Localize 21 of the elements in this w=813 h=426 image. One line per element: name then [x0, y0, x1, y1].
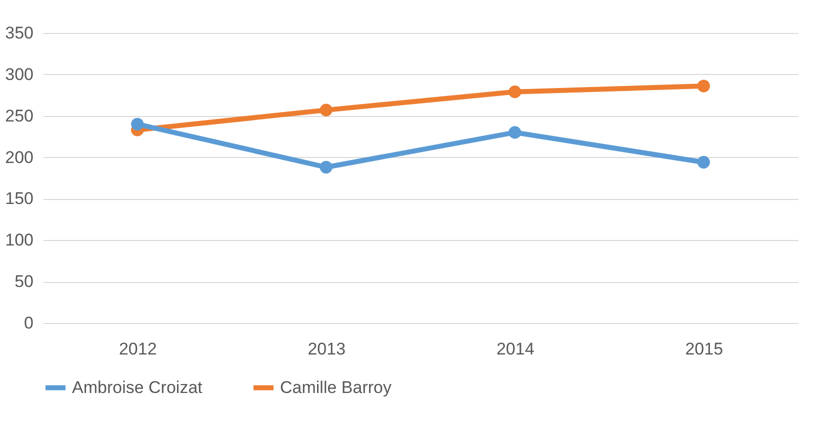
x-tick-label: 2014	[496, 340, 534, 358]
y-tick-label: 0	[24, 314, 34, 332]
point	[508, 86, 522, 98]
y-tick-label: 250	[5, 106, 34, 126]
point	[320, 104, 332, 116]
point	[697, 156, 710, 169]
point	[320, 160, 332, 174]
y-tick-label: 300	[5, 64, 34, 84]
y-tick-label: 350	[5, 24, 34, 42]
legend-label: Ambroise Croizat	[72, 378, 203, 397]
point	[508, 126, 522, 139]
y-tick-label: 150	[5, 189, 34, 208]
legend-label: Camille Barroy	[280, 378, 392, 397]
x-tick-label: 2015	[685, 340, 724, 358]
x-tick-label: 2013	[308, 340, 346, 358]
point	[131, 118, 144, 130]
point	[697, 80, 710, 92]
y-tick-label: 100	[5, 230, 34, 250]
y-tick-label: 200	[5, 148, 34, 167]
x-tick-label: 2012	[118, 340, 157, 358]
y-tick-label: 50	[14, 272, 34, 292]
